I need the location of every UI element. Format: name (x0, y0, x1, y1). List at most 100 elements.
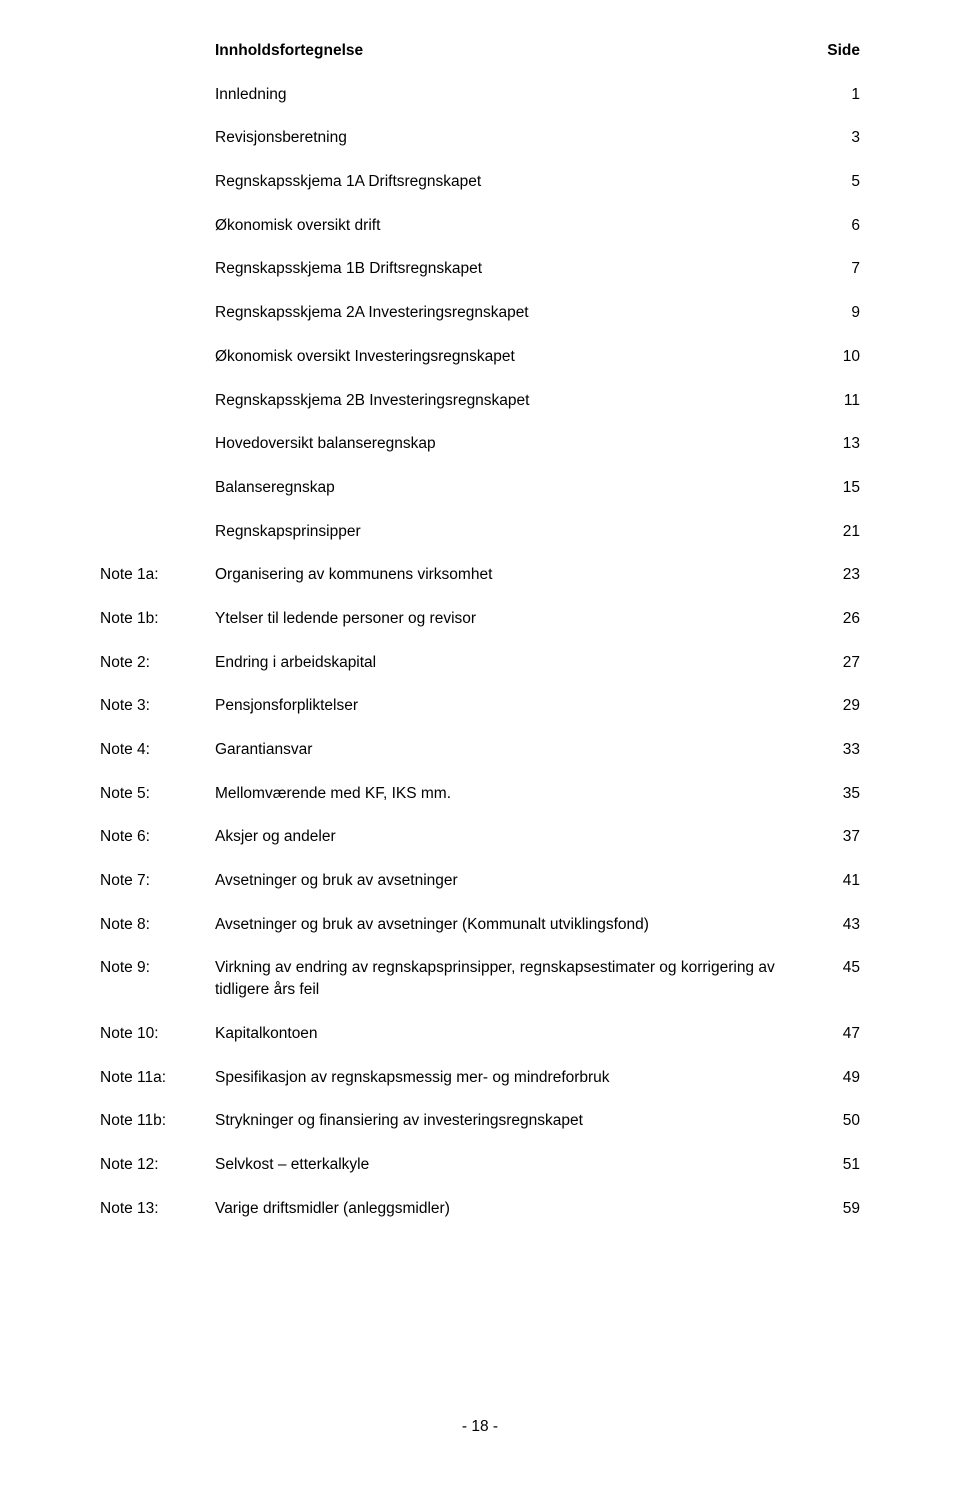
toc-row: Hovedoversikt balanseregnskap13 (100, 433, 860, 455)
toc-entry-page: 50 (820, 1110, 860, 1132)
toc-label-col: Regnskapsskjema 2B Investeringsregnskape… (100, 390, 820, 412)
toc-label-col: Regnskapsskjema 1B Driftsregnskapet (100, 258, 820, 280)
toc-label-col: Note 13:Varige driftsmidler (anleggsmidl… (100, 1198, 820, 1220)
toc-header-page: Side (820, 40, 860, 62)
toc-label-col: Økonomisk oversikt Investeringsregnskape… (100, 346, 820, 368)
toc-entry-text: Garantiansvar (215, 739, 820, 761)
toc-label-col: Note 5:Mellomværende med KF, IKS mm. (100, 783, 820, 805)
toc-label-col: Balanseregnskap (100, 477, 820, 499)
toc-entry-page: 7 (820, 258, 860, 280)
toc-entry-prefix (100, 84, 215, 106)
toc-entry-page: 10 (820, 346, 860, 368)
toc-entry-prefix: Note 11a: (100, 1067, 215, 1089)
toc-entry-text: Regnskapsskjema 2B Investeringsregnskape… (215, 390, 820, 412)
toc-entry-text: Revisjonsberetning (215, 127, 820, 149)
toc-entry-text: Strykninger og finansiering av investeri… (215, 1110, 820, 1132)
toc-entry-prefix: Note 1a: (100, 564, 215, 586)
toc-entry-prefix: Note 8: (100, 914, 215, 936)
toc-label-col: Regnskapsskjema 1A Driftsregnskapet (100, 171, 820, 193)
toc-entry-page: 6 (820, 215, 860, 237)
toc-label-col: Note 1b:Ytelser til ledende personer og … (100, 608, 820, 630)
toc-label-col: Hovedoversikt balanseregnskap (100, 433, 820, 455)
toc-entry-page: 33 (820, 739, 860, 761)
toc-row: Note 5:Mellomværende med KF, IKS mm.35 (100, 783, 860, 805)
toc-entry-text: Avsetninger og bruk av avsetninger (Komm… (215, 914, 820, 936)
toc-entry-page: 35 (820, 783, 860, 805)
toc-row: Balanseregnskap15 (100, 477, 860, 499)
toc-entry-prefix (100, 521, 215, 543)
toc-label-col: Note 1a:Organisering av kommunens virkso… (100, 564, 820, 586)
toc-entry-text: Regnskapsprinsipper (215, 521, 820, 543)
toc-label-col: Innledning (100, 84, 820, 106)
toc-page: Innholdsfortegnelse Side Innledning1Revi… (0, 0, 960, 1219)
toc-body: Innledning1 Revisjonsberetning3 Regnskapss… (100, 84, 860, 1220)
toc-row: Note 13:Varige driftsmidler (anleggsmidl… (100, 1198, 860, 1220)
toc-entry-page: 41 (820, 870, 860, 892)
toc-row: Note 3:Pensjonsforpliktelser29 (100, 695, 860, 717)
toc-label-col: Note 12:Selvkost – etterkalkyle (100, 1154, 820, 1176)
toc-entry-page: 59 (820, 1198, 860, 1220)
toc-entry-page: 45 (820, 957, 860, 979)
toc-entry-page: 11 (820, 390, 860, 412)
toc-entry-prefix (100, 477, 215, 499)
toc-entry-prefix: Note 7: (100, 870, 215, 892)
toc-entry-page: 1 (820, 84, 860, 106)
toc-row: Note 7:Avsetninger og bruk av avsetninge… (100, 870, 860, 892)
toc-label-col: Note 7:Avsetninger og bruk av avsetninge… (100, 870, 820, 892)
toc-entry-prefix (100, 258, 215, 280)
toc-row: Note 10:Kapitalkontoen47 (100, 1023, 860, 1045)
toc-label-col: Note 11a:Spesifikasjon av regnskapsmessi… (100, 1067, 820, 1089)
toc-entry-prefix (100, 215, 215, 237)
toc-entry-page: 27 (820, 652, 860, 674)
toc-entry-text: Organisering av kommunens virksomhet (215, 564, 820, 586)
toc-entry-prefix: Note 5: (100, 783, 215, 805)
toc-label-col: Regnskapsskjema 2A Investeringsregnskape… (100, 302, 820, 324)
toc-row: Note 9:Virkning av endring av regnskapsp… (100, 957, 860, 1000)
toc-row: Regnskapsprinsipper21 (100, 521, 860, 543)
toc-row: Regnskapsskjema 2A Investeringsregnskape… (100, 302, 860, 324)
toc-entry-page: 47 (820, 1023, 860, 1045)
toc-row: Note 11a:Spesifikasjon av regnskapsmessi… (100, 1067, 860, 1089)
toc-row: Økonomisk oversikt Investeringsregnskape… (100, 346, 860, 368)
toc-entry-prefix: Note 10: (100, 1023, 215, 1045)
toc-row: Note 11b:Strykninger og finansiering av … (100, 1110, 860, 1132)
toc-entry-text: Spesifikasjon av regnskapsmessig mer- og… (215, 1067, 820, 1089)
toc-entry-prefix (100, 127, 215, 149)
toc-label-col: Note 6:Aksjer og andeler (100, 826, 820, 848)
toc-label-col: Revisjonsberetning (100, 127, 820, 149)
toc-entry-page: 49 (820, 1067, 860, 1089)
toc-row: Note 2:Endring i arbeidskapital27 (100, 652, 860, 674)
toc-row: Note 1b:Ytelser til ledende personer og … (100, 608, 860, 630)
toc-label-col: Note 11b:Strykninger og finansiering av … (100, 1110, 820, 1132)
toc-row: Note 4:Garantiansvar33 (100, 739, 860, 761)
toc-row: Note 8:Avsetninger og bruk av avsetninge… (100, 914, 860, 936)
toc-entry-text: Regnskapsskjema 2A Investeringsregnskape… (215, 302, 820, 324)
toc-label-col: Note 4:Garantiansvar (100, 739, 820, 761)
toc-header-prefix (100, 40, 215, 62)
toc-entry-prefix (100, 433, 215, 455)
toc-row: Note 12:Selvkost – etterkalkyle51 (100, 1154, 860, 1176)
toc-entry-text: Regnskapsskjema 1A Driftsregnskapet (215, 171, 820, 193)
toc-entry-prefix: Note 13: (100, 1198, 215, 1220)
toc-row: Innledning1 (100, 84, 860, 106)
toc-label-col: Regnskapsprinsipper (100, 521, 820, 543)
toc-entry-page: 43 (820, 914, 860, 936)
toc-row: Økonomisk oversikt drift6 (100, 215, 860, 237)
toc-entry-prefix: Note 6: (100, 826, 215, 848)
toc-entry-text: Avsetninger og bruk av avsetninger (215, 870, 820, 892)
toc-row: Regnskapsskjema 1B Driftsregnskapet7 (100, 258, 860, 280)
toc-entry-prefix: Note 3: (100, 695, 215, 717)
toc-entry-page: 9 (820, 302, 860, 324)
toc-entry-text: Økonomisk oversikt Investeringsregnskape… (215, 346, 820, 368)
page-number: - 18 - (0, 1418, 960, 1436)
toc-entry-text: Mellomværende med KF, IKS mm. (215, 783, 820, 805)
toc-entry-page: 23 (820, 564, 860, 586)
toc-entry-text: Ytelser til ledende personer og revisor (215, 608, 820, 630)
toc-entry-text: Hovedoversikt balanseregnskap (215, 433, 820, 455)
toc-label-col: Note 9:Virkning av endring av regnskapsp… (100, 957, 820, 1000)
toc-entry-text: Varige driftsmidler (anleggsmidler) (215, 1198, 820, 1220)
toc-row: Revisjonsberetning3 (100, 127, 860, 149)
toc-label-col: Note 3:Pensjonsforpliktelser (100, 695, 820, 717)
toc-entry-text: Økonomisk oversikt drift (215, 215, 820, 237)
toc-entry-text: Selvkost – etterkalkyle (215, 1154, 820, 1176)
